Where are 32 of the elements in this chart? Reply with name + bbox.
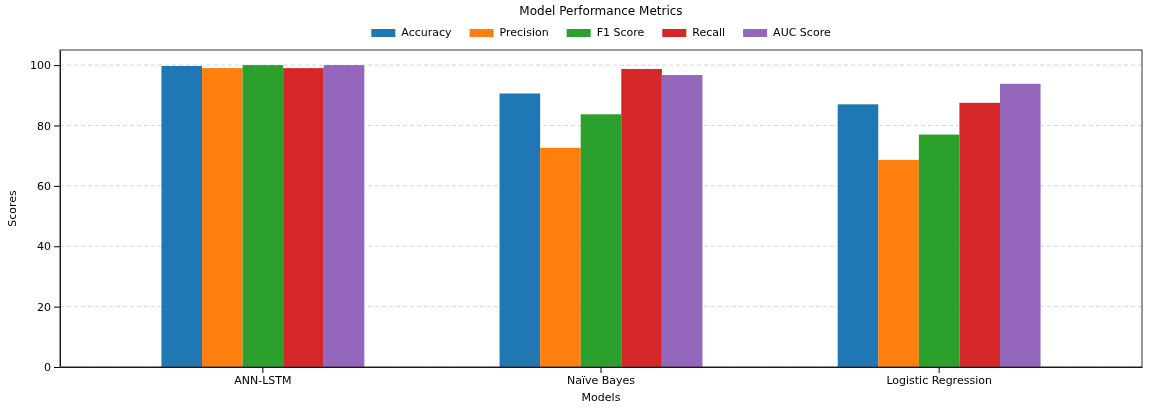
legend-label: Accuracy bbox=[401, 26, 453, 39]
y-tick-label: 60 bbox=[37, 179, 51, 193]
bar bbox=[540, 147, 581, 367]
y-tick-label: 80 bbox=[37, 119, 51, 133]
bar bbox=[837, 104, 879, 367]
x-tick-label: ANN-LSTM bbox=[234, 373, 292, 387]
bar bbox=[959, 102, 1000, 367]
bar bbox=[283, 68, 324, 367]
y-tick-label: 0 bbox=[44, 361, 51, 375]
bar bbox=[621, 69, 662, 367]
bar bbox=[999, 83, 1041, 367]
legend-label: Recall bbox=[692, 26, 726, 39]
bar bbox=[161, 66, 203, 367]
bar bbox=[323, 65, 365, 367]
x-tick-label: Logistic Regression bbox=[886, 373, 992, 387]
legend-label: Precision bbox=[499, 26, 549, 39]
bar bbox=[661, 75, 703, 367]
x-axis-title: Models bbox=[581, 391, 621, 404]
chart-title: Model Performance Metrics bbox=[519, 4, 683, 18]
y-tick-label: 20 bbox=[37, 300, 51, 314]
x-tick-label: Naïve Bayes bbox=[566, 373, 636, 387]
legend-label: AUC Score bbox=[773, 26, 831, 39]
bar bbox=[242, 65, 284, 367]
bar bbox=[202, 68, 243, 367]
y-axis-title: Scores bbox=[6, 189, 19, 227]
y-tick-label: 100 bbox=[30, 59, 51, 73]
y-tick-label: 40 bbox=[37, 240, 51, 254]
bar bbox=[499, 93, 541, 367]
legend-label: F1 Score bbox=[596, 26, 645, 39]
bar bbox=[918, 134, 960, 367]
bar bbox=[580, 114, 622, 367]
bar bbox=[878, 159, 919, 367]
